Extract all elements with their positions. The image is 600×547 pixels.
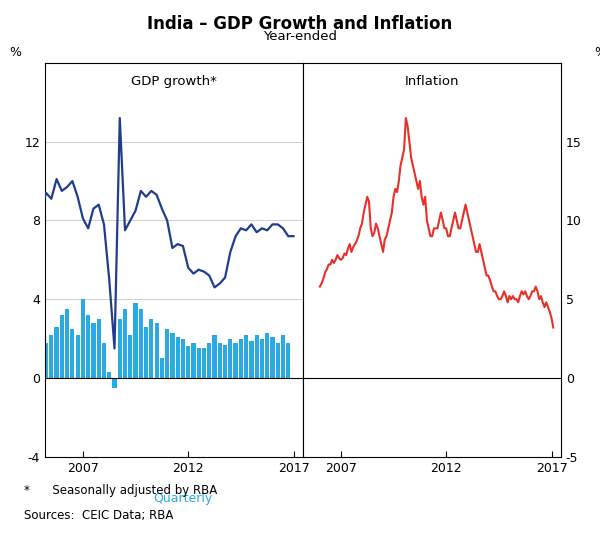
Bar xyxy=(239,339,243,378)
Bar xyxy=(97,319,101,378)
Bar xyxy=(49,335,53,378)
Bar xyxy=(228,339,232,378)
Text: %: % xyxy=(9,46,21,59)
Bar xyxy=(202,348,206,378)
Bar xyxy=(155,323,159,378)
Bar xyxy=(86,315,90,378)
Bar xyxy=(176,336,180,378)
Bar xyxy=(160,358,164,378)
Bar xyxy=(38,368,43,378)
Bar xyxy=(191,342,196,378)
Text: Inflation: Inflation xyxy=(405,75,459,88)
Bar xyxy=(70,329,74,378)
Bar xyxy=(133,303,137,378)
Text: Quarterly: Quarterly xyxy=(154,492,212,505)
Text: %: % xyxy=(595,46,600,59)
Bar xyxy=(186,346,190,378)
Bar xyxy=(244,335,248,378)
Bar xyxy=(218,342,222,378)
Text: *      Seasonally adjusted by RBA: * Seasonally adjusted by RBA xyxy=(24,484,217,497)
Bar xyxy=(144,327,148,378)
Text: India – GDP Growth and Inflation: India – GDP Growth and Inflation xyxy=(148,15,452,33)
Bar xyxy=(170,333,175,378)
Bar xyxy=(34,323,38,378)
Text: Year-ended: Year-ended xyxy=(263,30,337,43)
Bar xyxy=(197,348,201,378)
Bar xyxy=(44,342,48,378)
Bar xyxy=(112,378,116,388)
Text: GDP growth*: GDP growth* xyxy=(131,75,217,88)
Bar xyxy=(286,342,290,378)
Bar xyxy=(107,372,112,378)
Bar xyxy=(65,309,69,378)
Bar xyxy=(181,339,185,378)
Bar xyxy=(55,327,59,378)
Bar xyxy=(260,339,264,378)
Bar xyxy=(60,315,64,378)
Bar xyxy=(76,335,80,378)
Bar xyxy=(118,319,122,378)
Bar xyxy=(81,299,85,378)
Bar xyxy=(139,309,143,378)
Bar xyxy=(223,345,227,378)
Bar xyxy=(233,342,238,378)
Bar xyxy=(91,323,95,378)
Bar xyxy=(275,342,280,378)
Bar xyxy=(207,342,211,378)
Bar xyxy=(212,335,217,378)
Bar xyxy=(102,342,106,378)
Bar xyxy=(265,333,269,378)
Bar xyxy=(123,309,127,378)
Bar xyxy=(149,319,154,378)
Text: Sources:  CEIC Data; RBA: Sources: CEIC Data; RBA xyxy=(24,509,173,522)
Bar xyxy=(254,335,259,378)
Bar xyxy=(249,341,254,378)
Bar xyxy=(271,336,275,378)
Bar xyxy=(128,335,133,378)
Bar xyxy=(165,329,169,378)
Bar xyxy=(281,335,285,378)
